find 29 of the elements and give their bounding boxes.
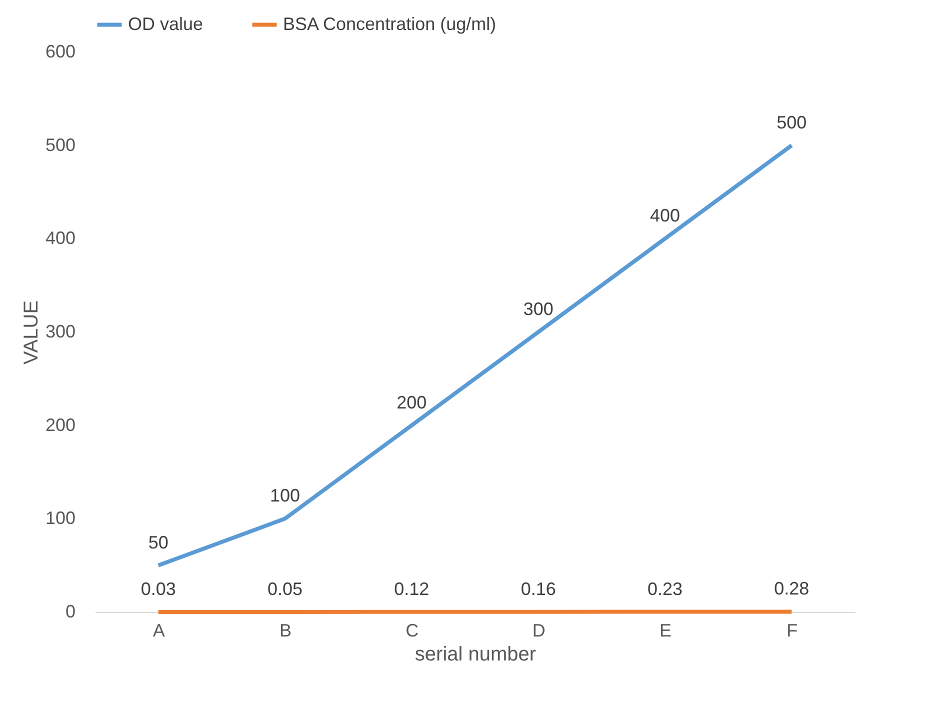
- data-label: 400: [650, 206, 680, 226]
- data-label: 0.16: [520, 578, 556, 599]
- y-tick-label: 500: [45, 134, 76, 155]
- x-tick-label: B: [279, 620, 292, 640]
- x-axis-title: serial number: [414, 644, 536, 666]
- data-label: 100: [270, 486, 300, 506]
- x-tick-label: A: [152, 620, 165, 640]
- data-label: 200: [396, 392, 427, 412]
- y-tick-label: 200: [45, 414, 76, 435]
- data-label: 0.05: [267, 578, 303, 599]
- data-label: 0.28: [774, 578, 810, 599]
- data-label: 0.03: [140, 578, 176, 599]
- x-tick-label: C: [406, 620, 419, 640]
- data-label: 0.23: [647, 578, 683, 599]
- legend-label: BSA Concentration (ug/ml): [283, 14, 496, 34]
- data-label: 500: [776, 112, 807, 132]
- legend-label: OD value: [128, 14, 204, 34]
- y-tick-label: 300: [45, 322, 76, 342]
- x-tick-label: D: [532, 620, 546, 640]
- data-label: 300: [523, 299, 554, 319]
- y-tick-label: 0: [65, 602, 76, 622]
- y-tick-label: 100: [45, 508, 76, 528]
- y-axis-title: VALUE: [20, 300, 42, 365]
- x-tick-label: E: [659, 620, 672, 640]
- data-label: 50: [148, 532, 168, 552]
- y-tick-label: 600: [45, 42, 76, 62]
- x-tick-label: F: [786, 620, 798, 640]
- data-label: 0.12: [394, 578, 430, 599]
- y-tick-label: 400: [45, 228, 76, 248]
